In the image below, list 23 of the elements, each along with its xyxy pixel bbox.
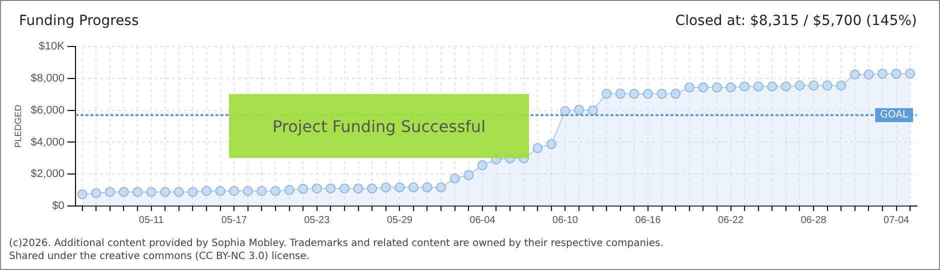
y-tick-label: $6,000	[30, 104, 64, 116]
x-tick-label: 05-17	[221, 214, 248, 226]
text: (c)2026. Additional content provided by Sophia Mobley. Trademarks and related content are owned by their respective companies.	[9, 238, 664, 249]
success-banner: Project Funding Successful	[229, 94, 529, 158]
y-tick-label: $8,000	[30, 72, 64, 85]
x-tick-label: 06-04	[470, 214, 496, 226]
x-tick-label: 06-10	[552, 214, 578, 226]
chart-title: Funding Progress	[19, 13, 139, 29]
y-tick-label: $2,000	[30, 168, 64, 180]
chart-subtitle: Closed at: $8,315 / $5,700 (145%)	[675, 13, 917, 29]
x-tick-label: 07-04	[884, 214, 910, 226]
x-tick-label: 05-11	[138, 214, 164, 226]
ref-line-label: GOAL	[880, 110, 908, 121]
y-tick-label: $0	[52, 200, 64, 212]
y-tick-label: $10K	[38, 40, 66, 53]
x-tick-label: 05-29	[386, 214, 413, 226]
text: Shared under the creative commons (CC BY-NC 3.0) license.	[9, 251, 310, 262]
x-tick-label: 06-22	[718, 214, 744, 226]
y-tick-label: $4,000	[30, 136, 64, 148]
x-tick-label: 05-23	[304, 214, 330, 226]
x-tick-label: 06-16	[635, 214, 662, 226]
x-tick-label: 06-28	[800, 214, 827, 226]
y-axis-title: PLEDGED	[12, 104, 23, 148]
